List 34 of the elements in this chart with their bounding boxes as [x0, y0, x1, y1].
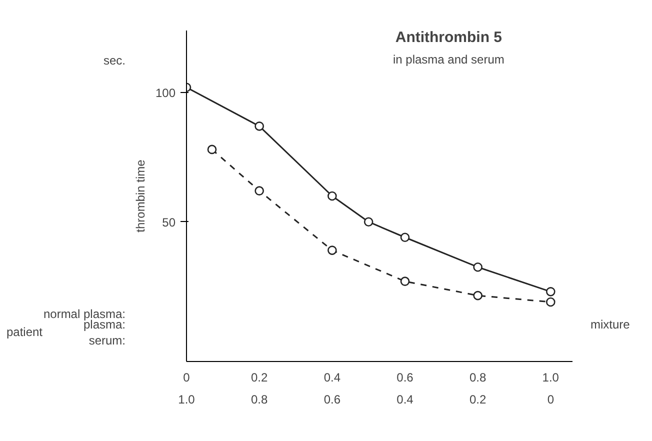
text: serum: [88, 333, 126, 348]
y-axis-title: thrombin time [133, 159, 148, 232]
x2-tick-label: 1.0 [178, 392, 196, 406]
point [546, 287, 556, 296]
text: normal plasma: [43, 307, 126, 322]
x2-tick-label: 0 [547, 392, 554, 406]
x-tick-label: 0.4 [324, 370, 341, 384]
point [400, 276, 410, 286]
x-tick-label: 0.2 [250, 370, 268, 384]
x-tick-label: 1.0 [542, 370, 560, 384]
text: sec. [103, 54, 126, 68]
point [328, 246, 337, 255]
text: patient [6, 325, 44, 340]
chart-title: Antithrombin 5 [395, 29, 502, 46]
point [546, 297, 556, 307]
x-tick-label: 0 [183, 370, 190, 384]
point [473, 262, 482, 272]
x-tick-label: 0.6 [396, 370, 414, 384]
x2-tick-label: 0.4 [396, 392, 414, 406]
y-tick-label: 50 [162, 215, 176, 230]
point [254, 186, 264, 196]
point [364, 217, 374, 226]
x2-tick-label: 0.2 [469, 392, 486, 406]
x2-tick-label: 0.8 [250, 392, 268, 406]
point [207, 144, 217, 154]
x-tick-label: 0.8 [469, 370, 486, 384]
text: mixture [590, 318, 630, 332]
point [400, 232, 410, 242]
point [473, 290, 482, 300]
x2-tick-label: 0.6 [324, 392, 341, 406]
point [328, 191, 337, 201]
y-tick-label: 100 [155, 86, 176, 100]
text: in plasma and serum [392, 52, 504, 67]
point [254, 122, 264, 131]
